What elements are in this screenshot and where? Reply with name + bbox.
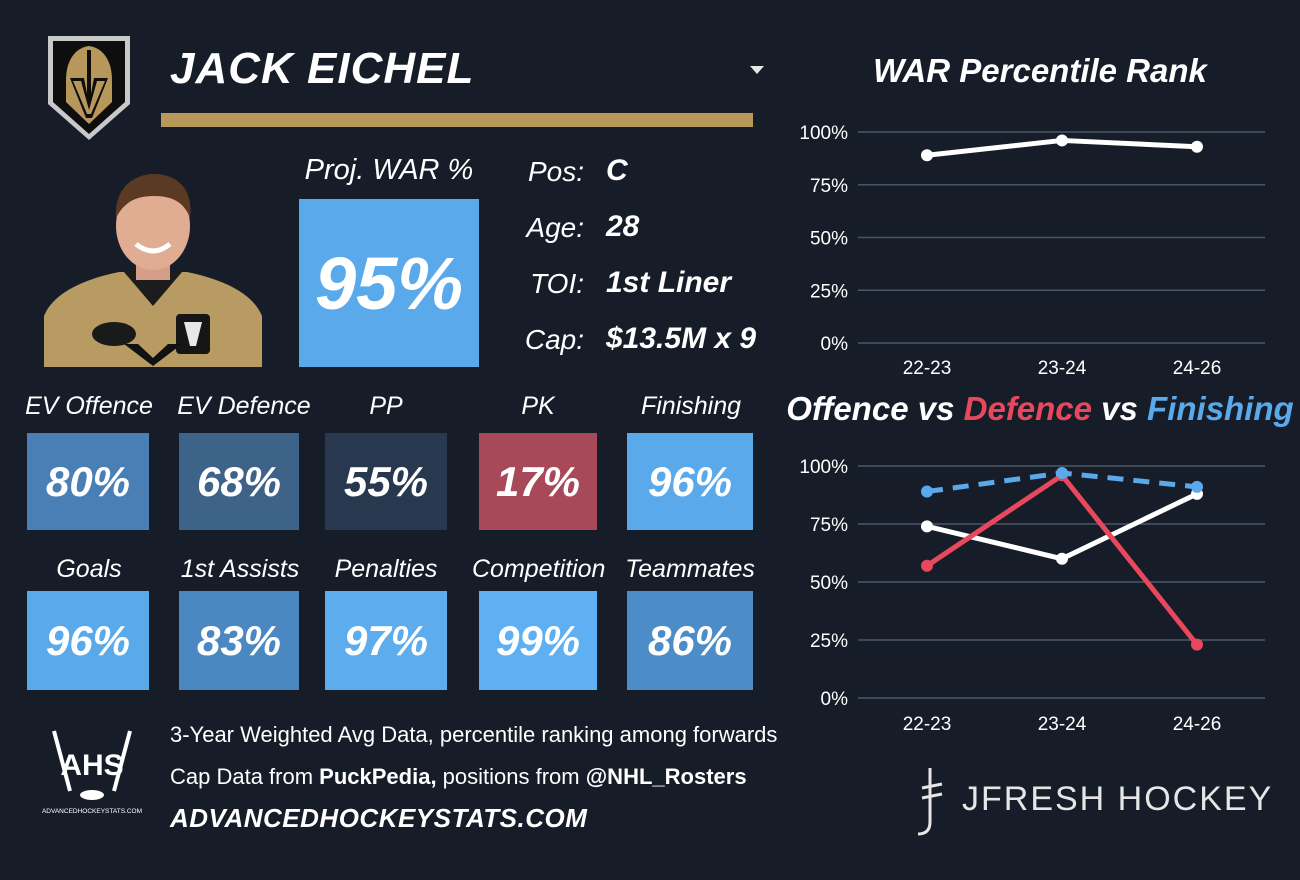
chart1-series-0-point	[1191, 140, 1203, 153]
team-logo	[48, 36, 130, 140]
offence-defence-finishing-chart: 0% 25% 50% 75% 100% 22-23 23-24 24-26	[799, 457, 1265, 735]
chart1-title: WAR Percentile Rank	[873, 52, 1207, 89]
ahs-logo: AHS ADVANCEDHOCKEYSTATS.COM	[42, 730, 142, 815]
chart2-title-vs-1: vs	[908, 390, 964, 427]
chart2-series-offence-line	[926, 491, 1199, 562]
toi-value: 1st Liner	[606, 266, 732, 299]
footer-note-2-mid: positions from	[436, 764, 586, 789]
chart1-ytick-label: 100%	[799, 123, 848, 144]
stat-label-1st-assists: 1st Assists	[180, 555, 300, 583]
stat-box-penalties: 97%	[325, 591, 447, 690]
chart2-ytick-label: 25%	[810, 631, 848, 652]
stat-label-teammates: Teammates	[625, 555, 755, 583]
chart2-title: Offence vs Defence vs Finishing	[780, 390, 1300, 428]
chart1-xtick-label: 24-26	[1173, 358, 1222, 379]
chart2-xtick-label: 22-23	[903, 714, 952, 735]
footer-note-2-prefix: Cap Data from	[170, 764, 320, 789]
stat-label-ev-defence: EV Defence	[177, 392, 311, 420]
jfresh-logo-icon	[917, 768, 943, 836]
chart2-series-defence-point	[1191, 638, 1203, 651]
site-url: ADVANCEDHOCKEYSTATS.COM	[170, 803, 588, 833]
cap-value: $13.5M x 9	[606, 322, 757, 355]
footer-source-puckpedia: PuckPedia,	[319, 764, 437, 789]
title-underline	[161, 113, 753, 127]
footer-source-nhl-rosters: @NHL_Rosters	[585, 764, 747, 789]
chart2-title-finishing: Finishing	[1147, 390, 1294, 427]
chart2-title-vs-2: vs	[1092, 390, 1148, 427]
stat-label-penalties: Penalties	[334, 555, 438, 583]
chart2-ytick-label: 0%	[821, 689, 849, 710]
dropdown-caret-icon[interactable]	[750, 66, 764, 74]
stat-label-pp: PP	[369, 392, 403, 420]
footer-note-1: 3-Year Weighted Avg Data, percentile ran…	[170, 722, 778, 747]
stat-label-pk: PK	[521, 392, 555, 420]
stat-label-competition: Competition	[472, 555, 606, 583]
chart2-ytick-label: 75%	[810, 515, 848, 536]
player-name: JACK EICHEL	[170, 44, 475, 93]
ahs-logo-text: AHS	[60, 749, 123, 782]
chart1-ytick-label: 50%	[810, 229, 848, 250]
jfresh-brand: JFRESH HOCKEY	[962, 780, 1274, 818]
footer-note-2: Cap Data from PuckPedia, positions from …	[170, 764, 747, 790]
player-headshot	[44, 174, 262, 367]
chart2-ytick-label: 50%	[810, 573, 848, 594]
chart2-ytick-label: 100%	[799, 457, 848, 478]
chart1-ytick-label: 75%	[810, 176, 848, 197]
chart2-title-defence: Defence	[963, 390, 1092, 427]
stat-label-finishing: Finishing	[640, 392, 742, 420]
stat-box-goals: 96%	[27, 591, 149, 690]
stat-box-ev-offence: 80%	[27, 433, 149, 530]
chart2-title-offence: Offence	[786, 390, 909, 427]
cap-label: Cap:	[524, 324, 584, 355]
ahs-logo-subtext: ADVANCEDHOCKEYSTATS.COM	[42, 808, 142, 815]
proj-war-value: 95%	[299, 199, 479, 367]
age-value: 28	[606, 210, 640, 243]
chart2-xtick-label: 23-24	[1038, 714, 1087, 735]
chart2-series-offence-point	[921, 520, 933, 533]
toi-label: TOI:	[530, 268, 584, 299]
chart2-series-offence-point	[1056, 552, 1068, 565]
stat-box-ev-defence: 68%	[179, 433, 299, 530]
war-percentile-chart: 0% 25% 50% 75% 100% 22-23 23-24 24-26	[799, 123, 1265, 379]
position-label: Pos:	[527, 156, 584, 187]
stat-box-1st-assists: 83%	[179, 591, 299, 690]
chart2-xtick-label: 24-26	[1173, 714, 1222, 735]
chart1-ytick-label: 0%	[821, 334, 849, 355]
chart1-xtick-label: 22-23	[903, 358, 952, 379]
stat-box-competition: 99%	[479, 591, 597, 690]
stat-box-pk: 17%	[479, 433, 597, 530]
stat-box-teammates: 86%	[627, 591, 753, 690]
position-value: C	[606, 154, 628, 187]
chart2-series-finishing-point	[1191, 480, 1203, 493]
chart2-series-defence-point	[921, 559, 933, 572]
chart1-ytick-label: 25%	[810, 281, 848, 302]
stat-box-pp: 55%	[325, 433, 447, 530]
proj-war-label: Proj. WAR %	[304, 154, 474, 186]
age-label: Age:	[526, 212, 584, 243]
chart1-series-0-point	[921, 149, 933, 162]
chart1-series-0-point	[1056, 134, 1068, 147]
chart2-series-finishing-point	[921, 485, 933, 498]
stat-box-finishing: 96%	[627, 433, 753, 530]
stat-label-goals: Goals	[56, 555, 122, 583]
chart2-series-finishing-point	[1056, 466, 1068, 479]
stat-label-ev-offence: EV Offence	[25, 392, 153, 420]
chart1-xtick-label: 23-24	[1038, 358, 1087, 379]
